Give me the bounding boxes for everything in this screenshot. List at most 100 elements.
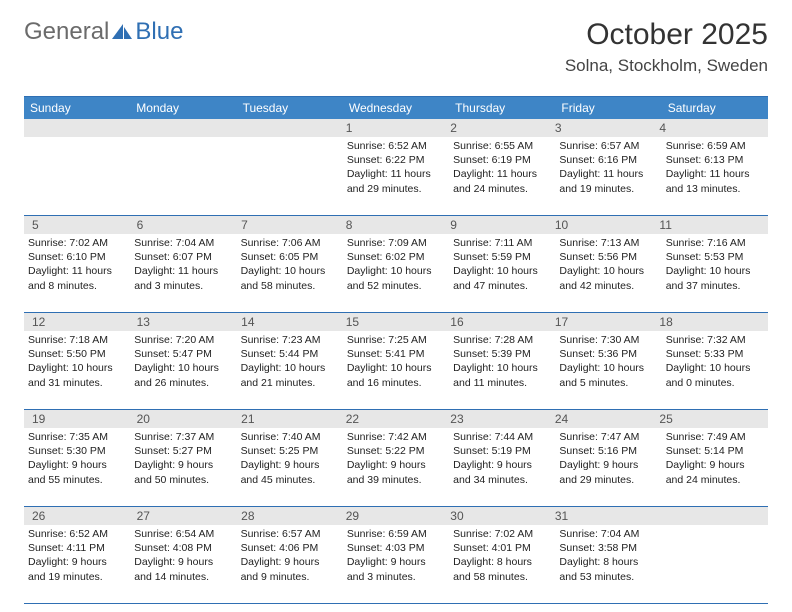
day-number: 31 bbox=[553, 509, 658, 523]
day-number bbox=[239, 121, 344, 135]
calendar-cell: Sunrise: 6:52 AMSunset: 6:22 PMDaylight:… bbox=[343, 137, 449, 215]
day-number: 18 bbox=[657, 315, 762, 329]
day-number: 16 bbox=[448, 315, 553, 329]
day-info: Sunrise: 7:49 AMSunset: 5:14 PMDaylight:… bbox=[666, 430, 764, 487]
day-info: Sunrise: 7:23 AMSunset: 5:44 PMDaylight:… bbox=[241, 333, 339, 390]
day-number: 19 bbox=[30, 412, 135, 426]
calendar-cell: Sunrise: 7:32 AMSunset: 5:33 PMDaylight:… bbox=[662, 331, 768, 409]
day-number: 5 bbox=[30, 218, 135, 232]
day-info: Sunrise: 7:44 AMSunset: 5:19 PMDaylight:… bbox=[453, 430, 551, 487]
calendar-cell bbox=[24, 137, 130, 215]
day-number bbox=[30, 121, 135, 135]
day-info: Sunrise: 7:11 AMSunset: 5:59 PMDaylight:… bbox=[453, 236, 551, 293]
calendar-cell: Sunrise: 7:06 AMSunset: 6:05 PMDaylight:… bbox=[237, 234, 343, 312]
day-info: Sunrise: 7:16 AMSunset: 5:53 PMDaylight:… bbox=[666, 236, 764, 293]
calendar-cell: Sunrise: 7:02 AMSunset: 4:01 PMDaylight:… bbox=[449, 525, 555, 603]
calendar-cell: Sunrise: 7:04 AMSunset: 6:07 PMDaylight:… bbox=[130, 234, 236, 312]
day-info: Sunrise: 7:42 AMSunset: 5:22 PMDaylight:… bbox=[347, 430, 445, 487]
day-info: Sunrise: 7:02 AMSunset: 6:10 PMDaylight:… bbox=[28, 236, 126, 293]
day-info: Sunrise: 7:09 AMSunset: 6:02 PMDaylight:… bbox=[347, 236, 445, 293]
day-number: 4 bbox=[657, 121, 762, 135]
day-info: Sunrise: 7:25 AMSunset: 5:41 PMDaylight:… bbox=[347, 333, 445, 390]
weekday-header: Saturday bbox=[662, 97, 768, 119]
day-info: Sunrise: 6:57 AMSunset: 4:06 PMDaylight:… bbox=[241, 527, 339, 584]
day-info: Sunrise: 7:40 AMSunset: 5:25 PMDaylight:… bbox=[241, 430, 339, 487]
calendar-cell: Sunrise: 7:44 AMSunset: 5:19 PMDaylight:… bbox=[449, 428, 555, 506]
day-number: 29 bbox=[344, 509, 449, 523]
calendar-week-row: Sunrise: 7:02 AMSunset: 6:10 PMDaylight:… bbox=[24, 234, 768, 313]
day-number: 11 bbox=[657, 218, 762, 232]
day-number: 8 bbox=[344, 218, 449, 232]
header: General Blue October 2025 Solna, Stockho… bbox=[0, 0, 792, 84]
logo-text-blue: Blue bbox=[135, 18, 183, 46]
logo: General Blue bbox=[24, 18, 183, 46]
day-number: 28 bbox=[239, 509, 344, 523]
weekday-header: Thursday bbox=[449, 97, 555, 119]
day-number: 6 bbox=[135, 218, 240, 232]
day-number: 25 bbox=[657, 412, 762, 426]
day-info: Sunrise: 7:30 AMSunset: 5:36 PMDaylight:… bbox=[559, 333, 657, 390]
weekday-header: Monday bbox=[130, 97, 236, 119]
calendar-cell: Sunrise: 7:47 AMSunset: 5:16 PMDaylight:… bbox=[555, 428, 661, 506]
calendar-cell bbox=[237, 137, 343, 215]
calendar-cell bbox=[662, 525, 768, 603]
calendar-cell: Sunrise: 7:16 AMSunset: 5:53 PMDaylight:… bbox=[662, 234, 768, 312]
weekday-header: Wednesday bbox=[343, 97, 449, 119]
day-number: 15 bbox=[344, 315, 449, 329]
day-number: 10 bbox=[553, 218, 658, 232]
weekday-header: Sunday bbox=[24, 97, 130, 119]
calendar-cell: Sunrise: 7:40 AMSunset: 5:25 PMDaylight:… bbox=[237, 428, 343, 506]
calendar-cell: Sunrise: 7:42 AMSunset: 5:22 PMDaylight:… bbox=[343, 428, 449, 506]
calendar-cell: Sunrise: 6:59 AMSunset: 6:13 PMDaylight:… bbox=[662, 137, 768, 215]
calendar-cell: Sunrise: 6:57 AMSunset: 6:16 PMDaylight:… bbox=[555, 137, 661, 215]
calendar-cell: Sunrise: 7:49 AMSunset: 5:14 PMDaylight:… bbox=[662, 428, 768, 506]
calendar-cell: Sunrise: 7:20 AMSunset: 5:47 PMDaylight:… bbox=[130, 331, 236, 409]
weekday-header-row: SundayMondayTuesdayWednesdayThursdayFrid… bbox=[24, 97, 768, 119]
day-info: Sunrise: 7:04 AMSunset: 6:07 PMDaylight:… bbox=[134, 236, 232, 293]
day-info: Sunrise: 6:59 AMSunset: 4:03 PMDaylight:… bbox=[347, 527, 445, 584]
day-info: Sunrise: 7:32 AMSunset: 5:33 PMDaylight:… bbox=[666, 333, 764, 390]
day-info: Sunrise: 7:06 AMSunset: 6:05 PMDaylight:… bbox=[241, 236, 339, 293]
calendar-cell: Sunrise: 7:13 AMSunset: 5:56 PMDaylight:… bbox=[555, 234, 661, 312]
day-number: 22 bbox=[344, 412, 449, 426]
day-info: Sunrise: 6:55 AMSunset: 6:19 PMDaylight:… bbox=[453, 139, 551, 196]
day-number: 27 bbox=[135, 509, 240, 523]
calendar-cell: Sunrise: 7:28 AMSunset: 5:39 PMDaylight:… bbox=[449, 331, 555, 409]
location-label: Solna, Stockholm, Sweden bbox=[565, 56, 768, 76]
calendar-cell: Sunrise: 6:52 AMSunset: 4:11 PMDaylight:… bbox=[24, 525, 130, 603]
day-number: 9 bbox=[448, 218, 553, 232]
day-number: 2 bbox=[448, 121, 553, 135]
day-info: Sunrise: 6:57 AMSunset: 6:16 PMDaylight:… bbox=[559, 139, 657, 196]
day-number: 21 bbox=[239, 412, 344, 426]
day-info: Sunrise: 7:04 AMSunset: 3:58 PMDaylight:… bbox=[559, 527, 657, 584]
calendar-cell: Sunrise: 6:55 AMSunset: 6:19 PMDaylight:… bbox=[449, 137, 555, 215]
weekday-header: Tuesday bbox=[237, 97, 343, 119]
day-number: 24 bbox=[553, 412, 658, 426]
day-number: 7 bbox=[239, 218, 344, 232]
day-info: Sunrise: 7:28 AMSunset: 5:39 PMDaylight:… bbox=[453, 333, 551, 390]
day-number bbox=[657, 509, 762, 523]
day-number: 12 bbox=[30, 315, 135, 329]
day-number: 17 bbox=[553, 315, 658, 329]
logo-text-general: General bbox=[24, 18, 109, 46]
calendar-week-row: Sunrise: 6:52 AMSunset: 6:22 PMDaylight:… bbox=[24, 137, 768, 216]
title-block: October 2025 Solna, Stockholm, Sweden bbox=[565, 18, 768, 76]
calendar-cell: Sunrise: 7:18 AMSunset: 5:50 PMDaylight:… bbox=[24, 331, 130, 409]
day-info: Sunrise: 7:02 AMSunset: 4:01 PMDaylight:… bbox=[453, 527, 551, 584]
calendar-cell: Sunrise: 7:09 AMSunset: 6:02 PMDaylight:… bbox=[343, 234, 449, 312]
day-number: 14 bbox=[239, 315, 344, 329]
day-number: 23 bbox=[448, 412, 553, 426]
calendar-week-row: Sunrise: 7:18 AMSunset: 5:50 PMDaylight:… bbox=[24, 331, 768, 410]
calendar-week-row: Sunrise: 6:52 AMSunset: 4:11 PMDaylight:… bbox=[24, 525, 768, 604]
day-info: Sunrise: 6:54 AMSunset: 4:08 PMDaylight:… bbox=[134, 527, 232, 584]
page-title: October 2025 bbox=[565, 18, 768, 52]
day-number-row: 567891011 bbox=[24, 216, 768, 234]
day-info: Sunrise: 6:52 AMSunset: 4:11 PMDaylight:… bbox=[28, 527, 126, 584]
day-number-row: 19202122232425 bbox=[24, 410, 768, 428]
day-info: Sunrise: 7:18 AMSunset: 5:50 PMDaylight:… bbox=[28, 333, 126, 390]
day-number: 1 bbox=[344, 121, 449, 135]
day-info: Sunrise: 7:20 AMSunset: 5:47 PMDaylight:… bbox=[134, 333, 232, 390]
day-number-row: 12131415161718 bbox=[24, 313, 768, 331]
day-number bbox=[135, 121, 240, 135]
day-info: Sunrise: 7:37 AMSunset: 5:27 PMDaylight:… bbox=[134, 430, 232, 487]
